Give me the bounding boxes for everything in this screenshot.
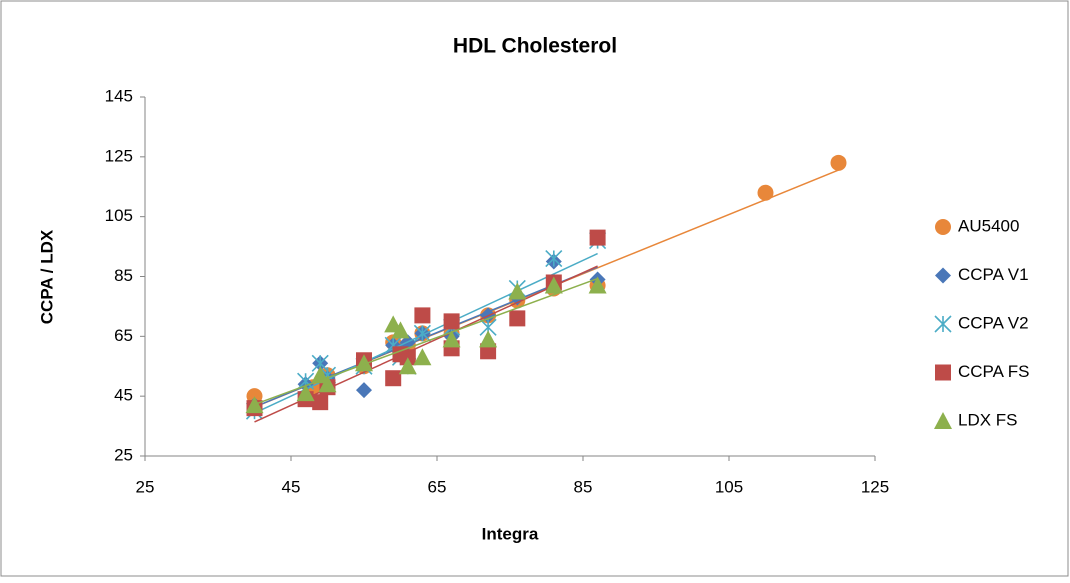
y-tick-label: 105: [105, 206, 133, 225]
point: [398, 357, 417, 375]
point: [442, 330, 461, 348]
x-tick-label: 125: [861, 477, 889, 496]
point: [296, 384, 315, 402]
legend-label: CCPA V1: [958, 265, 1029, 284]
point: [588, 276, 607, 294]
point: [414, 307, 431, 324]
point: [355, 354, 373, 372]
trendline: [254, 277, 598, 406]
point: [479, 330, 498, 348]
y-tick-label: 125: [105, 146, 133, 165]
legend-marker: [935, 219, 951, 235]
legend-label: CCPA V2: [958, 313, 1029, 332]
point: [443, 313, 460, 330]
point: [413, 348, 432, 366]
legend-label: LDX FS: [958, 410, 1018, 429]
x-tick-label: 105: [715, 477, 743, 496]
point: [385, 370, 402, 387]
x-tick-label: 45: [282, 477, 301, 496]
x-axis-label: Integra: [482, 524, 539, 543]
y-tick-label: 145: [105, 86, 133, 105]
legend-marker: [934, 412, 952, 429]
point: [318, 375, 337, 393]
trendline: [254, 252, 598, 414]
y-tick-label: 25: [114, 445, 133, 464]
point: [312, 394, 329, 411]
point: [508, 282, 527, 300]
legend-marker: [935, 267, 951, 284]
y-tick-label: 85: [114, 266, 133, 285]
point: [245, 396, 264, 414]
point: [757, 184, 774, 201]
point: [830, 154, 847, 171]
point: [356, 382, 372, 399]
y-axis-label: CCPA / LDX: [37, 229, 56, 324]
legend-label: CCPA FS: [958, 362, 1029, 381]
x-tick-label: 85: [574, 477, 593, 496]
point: [589, 229, 606, 246]
y-tick-label: 65: [114, 326, 133, 345]
y-tick-label: 45: [114, 386, 133, 405]
point: [509, 310, 526, 327]
legend-label: AU5400: [958, 216, 1019, 235]
point: [391, 321, 410, 339]
legend-marker: [935, 364, 951, 381]
point: [413, 324, 431, 342]
x-tick-label: 65: [428, 477, 447, 496]
chart-title: HDL Cholesterol: [453, 35, 617, 58]
point: [544, 276, 563, 294]
legend-marker: [934, 315, 952, 333]
x-tick-label: 25: [136, 477, 155, 496]
point: [545, 249, 563, 268]
